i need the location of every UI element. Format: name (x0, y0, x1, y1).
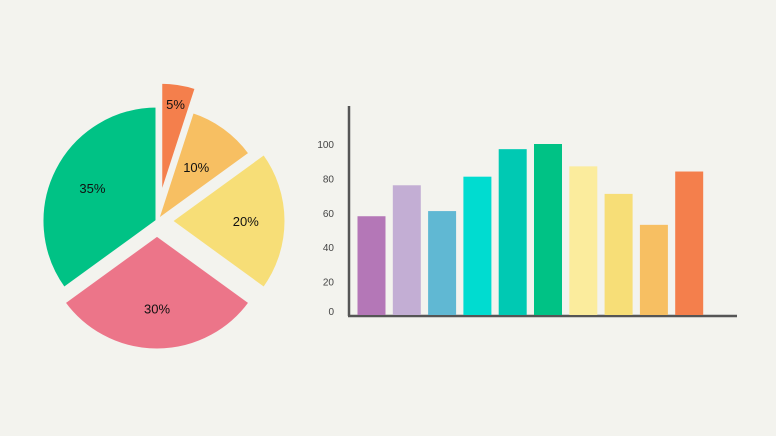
bar (534, 144, 562, 315)
bar (357, 216, 386, 315)
pie-slice (168, 151, 288, 291)
pie-chart: 5% 10% 20% 30% 35% (40, 80, 288, 352)
pie-slice-label: 5% (166, 97, 185, 112)
y-tick-label: 0 (328, 307, 334, 318)
bar (569, 166, 598, 315)
bar (428, 211, 457, 315)
y-tick-label: 60 (323, 209, 335, 220)
pie-slice-label: 20% (233, 214, 259, 229)
pie-slice (159, 80, 199, 198)
bar (604, 193, 633, 315)
pie-slice-label: 35% (79, 181, 105, 196)
y-tick-label: 20 (323, 278, 335, 289)
bar (392, 185, 421, 315)
bar (498, 149, 527, 315)
y-tick-label: 40 (323, 243, 335, 254)
pie-slice-label: 10% (183, 160, 209, 175)
pie-slice-label: 30% (144, 302, 170, 317)
pie-slice (40, 104, 159, 291)
y-tick-label: 100 (317, 140, 334, 151)
bar (639, 224, 668, 315)
bar (463, 176, 492, 315)
pie-slice (154, 109, 253, 225)
y-tick-label: 80 (323, 174, 335, 185)
bar (675, 171, 704, 315)
pie-slice (61, 233, 253, 352)
bar-chart: 0 20 40 60 80 100 (317, 106, 737, 318)
